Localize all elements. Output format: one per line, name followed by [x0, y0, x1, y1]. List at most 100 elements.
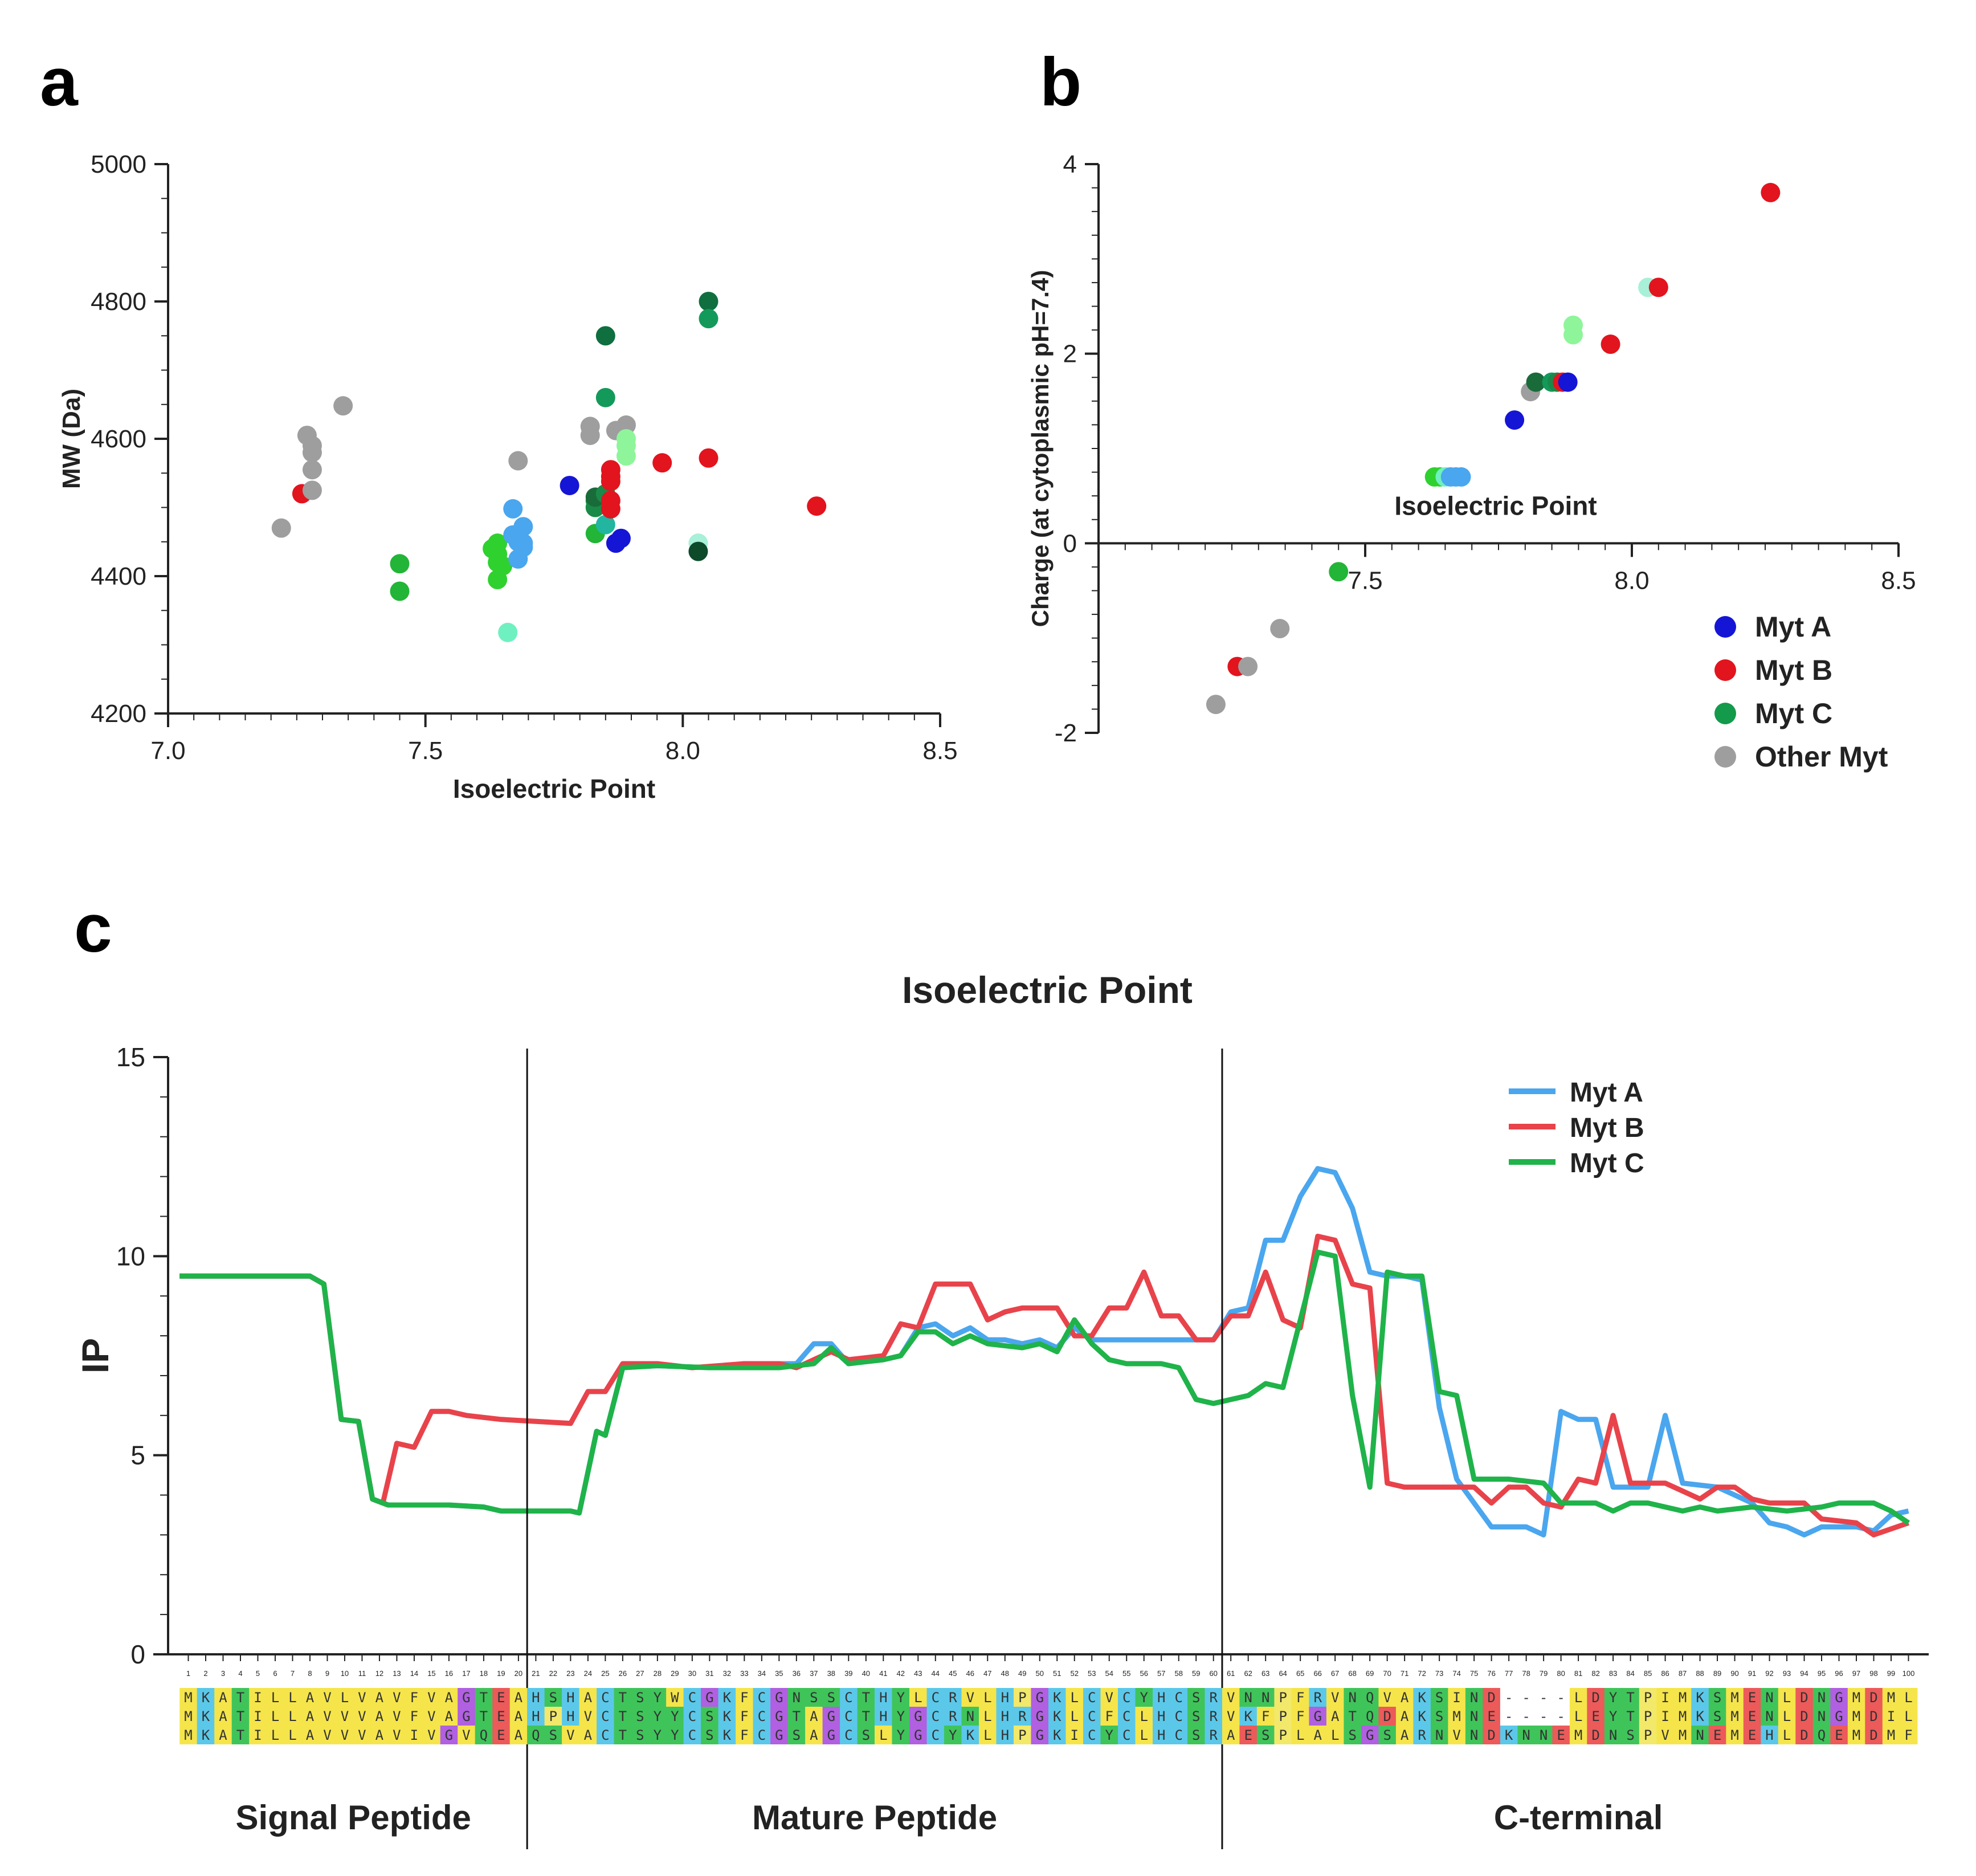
alignment-cell [1291, 1707, 1309, 1726]
alignment-residue: G [775, 1727, 783, 1743]
alignment-residue: F [1904, 1727, 1912, 1743]
alignment-cell [1587, 1707, 1605, 1726]
alignment-residue: S [1192, 1690, 1200, 1706]
alignment-residue: Y [654, 1708, 662, 1724]
alignment-cell [249, 1707, 267, 1726]
alignment-cell [736, 1688, 754, 1707]
a-data-point [595, 326, 615, 346]
alignment-cell [1830, 1707, 1848, 1726]
alignment-cell [805, 1688, 823, 1707]
c-position-label: 9 [325, 1669, 329, 1678]
alignment-cell [1500, 1688, 1518, 1707]
alignment-cell [1534, 1707, 1553, 1726]
alignment-cell [179, 1726, 198, 1744]
alignment-residue: A [306, 1727, 315, 1743]
alignment-cell [336, 1707, 354, 1726]
c-position-label: 6 [273, 1669, 277, 1678]
alignment-cell [214, 1688, 232, 1707]
alignment-residue: L [271, 1708, 279, 1724]
alignment-cell [1256, 1707, 1275, 1726]
alignment-cell [961, 1726, 979, 1744]
c-legend-label: Myt C [1570, 1148, 1644, 1178]
alignment-cell [1622, 1707, 1640, 1726]
c-region-label: C-terminal [1494, 1798, 1663, 1837]
alignment-residue: A [1313, 1727, 1322, 1743]
alignment-residue: L [1783, 1727, 1791, 1743]
c-position-label: 5 [256, 1669, 260, 1678]
alignment-cell [614, 1688, 632, 1707]
c-position-label: 67 [1331, 1669, 1339, 1678]
alignment-residue: M [1730, 1708, 1738, 1724]
alignment-residue: T [480, 1708, 488, 1724]
alignment-cell [1170, 1726, 1188, 1744]
alignment-cell [475, 1688, 493, 1707]
alignment-residue: I [410, 1727, 418, 1743]
c-position-label: 75 [1470, 1669, 1478, 1678]
alignment-residue: H [1001, 1690, 1009, 1706]
alignment-residue: - [1557, 1690, 1565, 1706]
alignment-cell [961, 1707, 979, 1726]
alignment-cell [787, 1707, 806, 1726]
c-position-label: 84 [1626, 1669, 1634, 1678]
a-data-point [302, 460, 322, 480]
alignment-residue: M [1887, 1690, 1895, 1706]
c-position-label: 43 [914, 1669, 922, 1678]
alignment-cell [1534, 1726, 1553, 1744]
b-y-tick-label: 0 [1063, 529, 1077, 557]
c-legend-label: Myt B [1570, 1113, 1644, 1143]
alignment-cell [787, 1688, 806, 1707]
alignment-cell [1795, 1726, 1814, 1744]
alignment-cell [1483, 1726, 1501, 1744]
alignment-residue: C [758, 1727, 766, 1743]
alignment-cell [579, 1726, 597, 1744]
alignment-cell [1256, 1726, 1275, 1744]
alignment-residue: H [1765, 1727, 1773, 1743]
alignment-cell [597, 1688, 615, 1707]
alignment-residue: - [1522, 1708, 1530, 1724]
alignment-cell [1326, 1688, 1344, 1707]
alignment-residue: M [1679, 1690, 1687, 1706]
c-position-label: 62 [1244, 1669, 1252, 1678]
alignment-cell [892, 1707, 910, 1726]
c-position-label: 37 [810, 1669, 818, 1678]
alignment-residue: I [1661, 1708, 1669, 1724]
alignment-cell [1691, 1688, 1709, 1707]
alignment-cell [1673, 1726, 1692, 1744]
alignment-residue: P [1018, 1690, 1026, 1706]
b-data-point [1238, 656, 1258, 676]
a-data-point [513, 537, 533, 557]
a-data-point [302, 443, 322, 463]
alignment-cell [1812, 1688, 1831, 1707]
alignment-cell [787, 1726, 806, 1744]
alignment-residue: V [462, 1727, 470, 1743]
a-data-point [688, 541, 708, 561]
c-position-label: 65 [1296, 1669, 1304, 1678]
alignment-cell [423, 1726, 441, 1744]
alignment-residue: Y [897, 1727, 905, 1743]
a-data-point [616, 446, 636, 466]
alignment-residue: M [1852, 1690, 1860, 1706]
alignment-cell [1673, 1707, 1692, 1726]
alignment-cell [1205, 1688, 1223, 1707]
alignment-residue: F [1296, 1708, 1304, 1724]
c-position-label: 92 [1765, 1669, 1773, 1678]
alignment-residue: L [1331, 1727, 1339, 1743]
alignment-residue: N [1696, 1727, 1704, 1743]
a-x-tick-label: 7.5 [408, 737, 443, 765]
alignment-cell [701, 1726, 719, 1744]
alignment-residue: T [619, 1708, 627, 1724]
alignment-cell [1344, 1707, 1362, 1726]
alignment-residue: K [723, 1727, 732, 1743]
alignment-residue: C [1122, 1690, 1130, 1706]
alignment-cell [527, 1688, 545, 1707]
alignment-cell [458, 1707, 476, 1726]
alignment-cell [1448, 1726, 1466, 1744]
c-position-label: 72 [1418, 1669, 1426, 1678]
alignment-residue: T [619, 1690, 627, 1706]
c-position-label: 60 [1209, 1669, 1217, 1678]
alignment-residue: A [810, 1708, 818, 1724]
c-position-label: 77 [1505, 1669, 1513, 1678]
alignment-residue: K [1053, 1727, 1062, 1743]
c-position-label: 52 [1071, 1669, 1079, 1678]
alignment-cell [1795, 1707, 1814, 1726]
